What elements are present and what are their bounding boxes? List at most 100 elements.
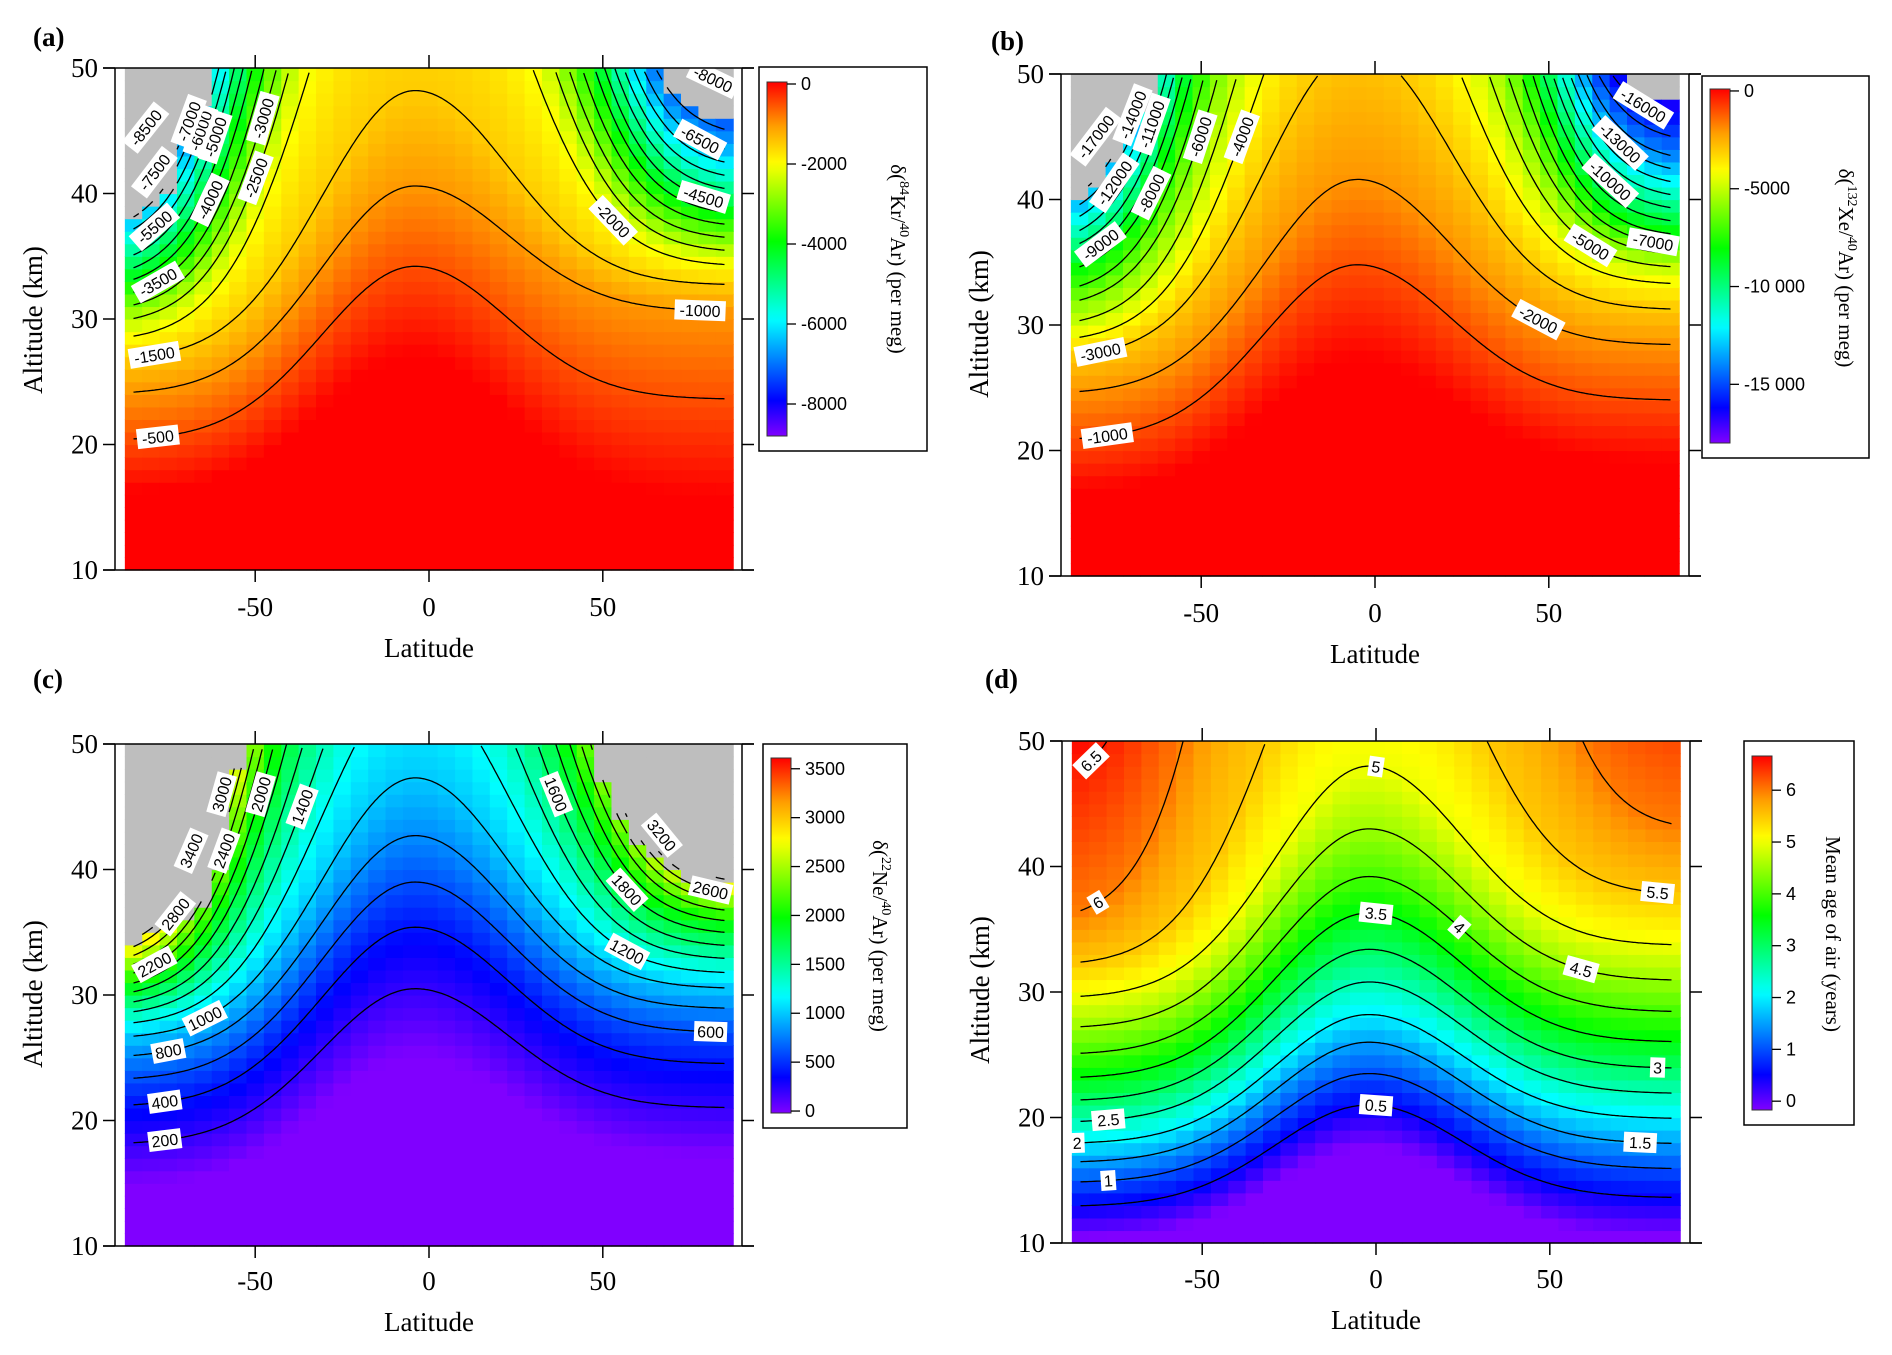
heatmap-cell xyxy=(1262,136,1281,150)
heatmap-cell xyxy=(1158,879,1177,893)
heatmap-cell xyxy=(211,1195,230,1209)
heatmap-cell xyxy=(1522,375,1541,389)
y-tick-label: 40 xyxy=(71,179,98,209)
heatmap-cell xyxy=(437,482,456,496)
heatmap-cell xyxy=(541,1095,560,1109)
heatmap-cell xyxy=(316,806,335,820)
heatmap-cell xyxy=(246,819,265,833)
heatmap-cell xyxy=(1401,287,1420,301)
heatmap-cell xyxy=(1540,74,1559,88)
heatmap-cell xyxy=(159,331,178,345)
heatmap-cell xyxy=(246,482,265,496)
heatmap-cell xyxy=(368,919,387,933)
heatmap-cell xyxy=(698,381,717,395)
heatmap-cell xyxy=(472,469,491,483)
heatmap-cell xyxy=(1574,500,1593,514)
heatmap-cell xyxy=(611,1170,630,1184)
heatmap-cell xyxy=(124,769,143,783)
heatmap-cell xyxy=(1106,803,1125,817)
heatmap-cell xyxy=(420,356,439,370)
heatmap-cell xyxy=(211,969,230,984)
heatmap-cell xyxy=(298,1020,317,1034)
heatmap-cell xyxy=(628,344,647,358)
heatmap-cell xyxy=(420,744,439,758)
heatmap-cell xyxy=(1262,475,1281,489)
heatmap-cell xyxy=(1105,325,1124,339)
heatmap-cell xyxy=(159,882,178,896)
heatmap-cell xyxy=(1228,1117,1247,1131)
heatmap-cell xyxy=(1592,538,1611,552)
heatmap-cell xyxy=(681,1158,699,1172)
heatmap-cell xyxy=(211,68,230,82)
heatmap-cell xyxy=(1157,437,1176,452)
heatmap-cell xyxy=(628,494,647,508)
heatmap-cell xyxy=(194,356,213,370)
heatmap-cell xyxy=(1592,186,1611,201)
heatmap-cell xyxy=(507,544,526,559)
heatmap-cell xyxy=(1592,412,1611,426)
heatmap-cell xyxy=(368,769,387,783)
heatmap-cell xyxy=(402,944,421,958)
heatmap-cell xyxy=(611,557,630,571)
heatmap-cell xyxy=(1435,325,1454,339)
heatmap-cell xyxy=(1627,375,1645,389)
heatmap-cell xyxy=(385,806,404,820)
heatmap-cell xyxy=(611,482,630,496)
heatmap-cell xyxy=(385,180,404,195)
heatmap-cell xyxy=(1176,1142,1195,1156)
heatmap-cell xyxy=(124,306,143,320)
contour-label-box xyxy=(1080,422,1134,450)
heatmap-cell xyxy=(489,218,508,232)
heatmap-cell xyxy=(316,281,335,295)
heatmap-cell xyxy=(1505,525,1524,539)
heatmap-cell xyxy=(628,369,647,383)
heatmap-cell xyxy=(646,557,665,571)
heatmap-cell xyxy=(455,281,474,295)
heatmap-cell xyxy=(316,118,335,132)
heatmap-cell xyxy=(1279,563,1298,577)
heatmap-cell xyxy=(489,1095,508,1109)
heatmap-cell xyxy=(316,356,335,370)
heatmap-cell xyxy=(1193,954,1212,968)
heatmap-cell xyxy=(1331,249,1350,263)
heatmap-cell xyxy=(507,80,526,94)
heatmap-cell xyxy=(1089,1230,1108,1244)
heatmap-cell xyxy=(628,394,647,408)
heatmap-cell xyxy=(1314,249,1333,263)
heatmap-cell xyxy=(316,1233,335,1247)
heatmap-cell xyxy=(368,806,387,820)
heatmap-cell xyxy=(420,507,439,521)
heatmap-cell xyxy=(263,894,282,908)
heatmap-cell xyxy=(455,831,474,845)
heatmap-cell xyxy=(576,1133,595,1147)
heatmap-cell xyxy=(1557,400,1576,414)
heatmap-cell xyxy=(385,769,404,783)
heatmap-cell xyxy=(576,1220,595,1235)
heatmap-cell xyxy=(681,969,699,984)
heatmap-cell xyxy=(1470,437,1489,452)
heatmap-cell xyxy=(142,932,161,946)
heatmap-cell xyxy=(1644,513,1663,527)
heatmap-cell xyxy=(1487,136,1506,150)
heatmap-cell xyxy=(1470,362,1489,376)
heatmap-cell xyxy=(559,193,578,207)
heatmap-cell xyxy=(1418,274,1437,288)
heatmap-cell xyxy=(559,406,578,420)
heatmap-cell xyxy=(559,969,578,984)
heatmap-cell xyxy=(142,769,161,783)
heatmap-cell xyxy=(489,369,508,383)
heatmap-cell xyxy=(1262,412,1281,426)
heatmap-cell xyxy=(1522,400,1541,414)
heatmap-cell xyxy=(1141,1117,1160,1131)
heatmap-cell xyxy=(1105,274,1124,288)
heatmap-cell xyxy=(1244,99,1263,113)
heatmap-cell xyxy=(611,394,630,408)
heatmap-cell xyxy=(507,1145,526,1159)
heatmap-cell xyxy=(1192,513,1211,527)
heatmap-cell xyxy=(1401,350,1420,364)
heatmap-cell xyxy=(559,1007,578,1021)
heatmap-cell xyxy=(455,206,474,220)
heatmap-cell xyxy=(576,1007,595,1021)
heatmap-cell xyxy=(1487,488,1506,502)
heatmap-cell xyxy=(1296,124,1315,138)
